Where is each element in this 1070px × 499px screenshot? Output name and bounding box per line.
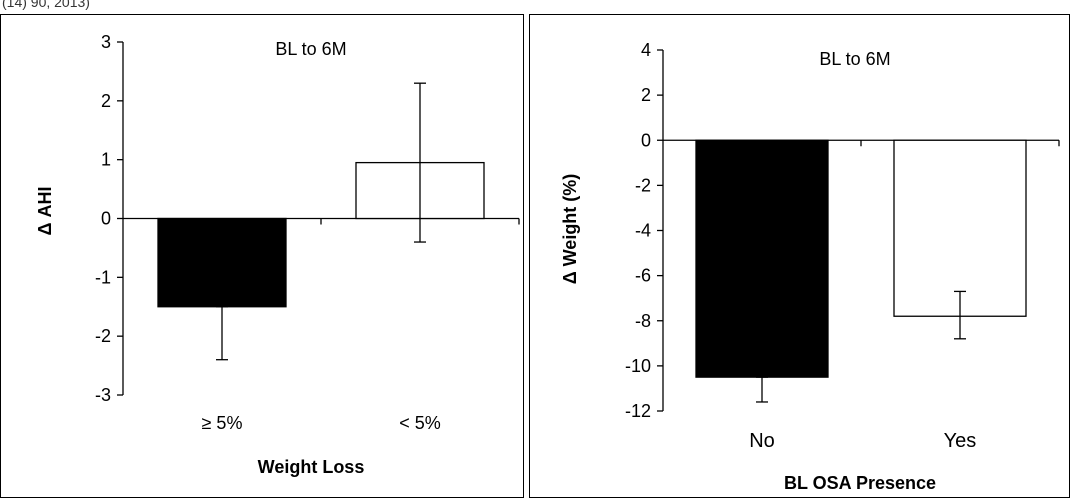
y-tick-label: 3: [101, 32, 111, 52]
y-tick-label: 0: [101, 209, 111, 229]
y-tick-label: -8: [635, 311, 651, 331]
chart-error-bars: [756, 290, 966, 403]
chart-error-bars: [216, 82, 426, 361]
y-tick-label: 4: [641, 40, 651, 60]
figure-caption-fragment: (14) 90, 2013): [2, 0, 90, 10]
y-tick-labels: 3 2 1 0 -1 -2 -3: [95, 32, 111, 405]
y-axis-label: Δ Weight (%): [560, 174, 580, 285]
x-tick-label: ≥ 5%: [202, 413, 243, 433]
weight-bar-chart: 4 2 0 -2 -4 -6 -8 -10 -12 No Yes BL to 6M BL OSA …: [560, 40, 1060, 493]
y-tick-label: 1: [101, 150, 111, 170]
y-tick-label: -1: [95, 267, 111, 287]
y-tick-label: -10: [625, 356, 651, 376]
x-axis-label: BL OSA Presence: [784, 473, 936, 493]
y-tick-label: -3: [95, 385, 111, 405]
bar-second: [893, 139, 1027, 317]
y-tick-label: -12: [625, 401, 651, 421]
x-tick-labels: No Yes: [749, 430, 976, 452]
y-tick-label: 2: [101, 91, 111, 111]
x-axis-label: Weight Loss: [258, 457, 365, 477]
chart-bars: [695, 139, 1027, 378]
y-tick-label: -6: [635, 266, 651, 286]
chart-bars: [157, 161, 485, 308]
chart-panel-right: 4 2 0 -2 -4 -6 -8 -10 -12 No Yes BL to 6M BL OSA …: [529, 14, 1070, 498]
bar-first: [695, 139, 829, 378]
y-tick-label: -4: [635, 221, 651, 241]
chart-panel-left: 3 2 1 0 -1 -2 -3 ≥ 5% < 5% BL to 6M Weight Loss…: [0, 14, 524, 498]
x-tick-labels: ≥ 5% < 5%: [202, 413, 441, 433]
y-tick-label: -2: [95, 326, 111, 346]
x-tick-label: < 5%: [399, 413, 441, 433]
ahi-bar-chart: 3 2 1 0 -1 -2 -3 ≥ 5% < 5% BL to 6M Weight Loss…: [35, 32, 520, 477]
y-tick-label: -2: [635, 175, 651, 195]
chart-title: BL to 6M: [819, 49, 890, 69]
y-tick-label: 0: [641, 130, 651, 150]
y-tick-label: 2: [641, 85, 651, 105]
y-axis-label: Δ AHI: [35, 187, 55, 236]
bar-first: [157, 217, 287, 308]
x-tick-label: No: [749, 430, 775, 452]
chart-title: BL to 6M: [275, 39, 346, 59]
y-tick-labels: 4 2 0 -2 -4 -6 -8 -10 -12: [625, 40, 651, 421]
x-tick-label: Yes: [944, 430, 977, 452]
